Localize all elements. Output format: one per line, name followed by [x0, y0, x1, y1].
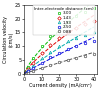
1.93: [84, 34, 86, 35]
1.43: [32, 62, 34, 63]
0.88: [76, 57, 77, 58]
1.43: [58, 37, 60, 38]
2.50: [58, 52, 60, 54]
Line: 2.50: 2.50: [27, 40, 95, 73]
0.88: [27, 72, 28, 73]
1.43: [76, 28, 77, 29]
2.50: [27, 71, 28, 72]
1.43: [41, 52, 42, 54]
1.93: [93, 31, 94, 32]
X-axis label: Current density (mA/cm²): Current density (mA/cm²): [29, 83, 92, 88]
1.43: [67, 32, 68, 33]
3.00: [27, 66, 28, 67]
3.00: [32, 58, 34, 59]
Y-axis label: Circulation velocity
(cm/s): Circulation velocity (cm/s): [3, 16, 14, 63]
0.88: [58, 62, 60, 63]
1.43: [84, 23, 86, 25]
2.50: [76, 46, 77, 47]
1.93: [41, 58, 42, 59]
0.88: [32, 70, 34, 71]
2.50: [50, 57, 51, 58]
1.43: [50, 44, 51, 45]
2.50: [93, 41, 94, 42]
Line: 1.93: 1.93: [27, 30, 95, 72]
3.00: [50, 36, 51, 37]
2.50: [84, 43, 86, 44]
3.00: [84, 11, 86, 12]
0.88: [67, 59, 68, 60]
3.00: [67, 21, 68, 22]
1.93: [67, 41, 68, 42]
3.00: [76, 15, 77, 16]
0.88: [84, 55, 86, 56]
3.00: [93, 7, 94, 8]
Line: 1.43: 1.43: [27, 19, 95, 70]
1.43: [93, 20, 94, 21]
Line: 3.00: 3.00: [27, 6, 95, 68]
2.50: [67, 49, 68, 50]
Legend: 3.00, 1.43, 1.93, 2.50, 0.88: 3.00, 1.43, 1.93, 2.50, 0.88: [33, 5, 95, 35]
3.00: [41, 46, 42, 47]
0.88: [93, 54, 94, 55]
2.50: [41, 62, 42, 63]
1.93: [58, 46, 60, 47]
1.93: [27, 70, 28, 71]
1.43: [27, 68, 28, 69]
1.93: [32, 65, 34, 66]
0.88: [41, 67, 42, 68]
1.93: [76, 37, 77, 38]
3.00: [58, 28, 60, 29]
Line: 0.88: 0.88: [27, 53, 95, 74]
0.88: [50, 64, 51, 65]
2.50: [32, 68, 34, 69]
1.93: [50, 51, 51, 52]
